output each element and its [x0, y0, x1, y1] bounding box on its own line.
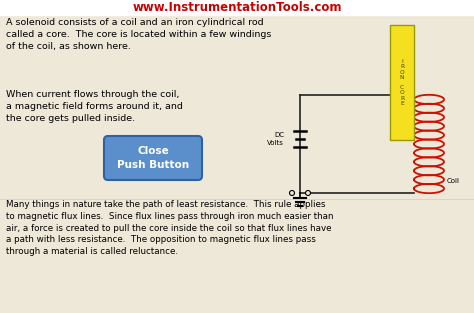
Text: A solenoid consists of a coil and an iron cylindrical rod
called a core.  The co: A solenoid consists of a coil and an iro…: [6, 18, 272, 51]
Bar: [390, 25, 414, 140]
Circle shape: [290, 191, 294, 196]
Text: DC
Volts: DC Volts: [267, 132, 284, 146]
Text: Coil: Coil: [447, 178, 460, 184]
Text: When current flows through the coil,
a magnetic field forms around it, and
the c: When current flows through the coil, a m…: [6, 90, 183, 123]
Circle shape: [306, 191, 310, 196]
Text: I
R
O
N
 
C
O
R
E: I R O N C O R E: [400, 59, 404, 106]
Text: www.InstrumentationTools.com: www.InstrumentationTools.com: [132, 1, 342, 14]
Text: Close
Push Button: Close Push Button: [117, 146, 189, 170]
FancyBboxPatch shape: [104, 136, 202, 180]
Bar: [0, 0, 474, 15]
Text: Many things in nature take the path of least resistance.  This rule applies
to m: Many things in nature take the path of l…: [6, 200, 334, 256]
